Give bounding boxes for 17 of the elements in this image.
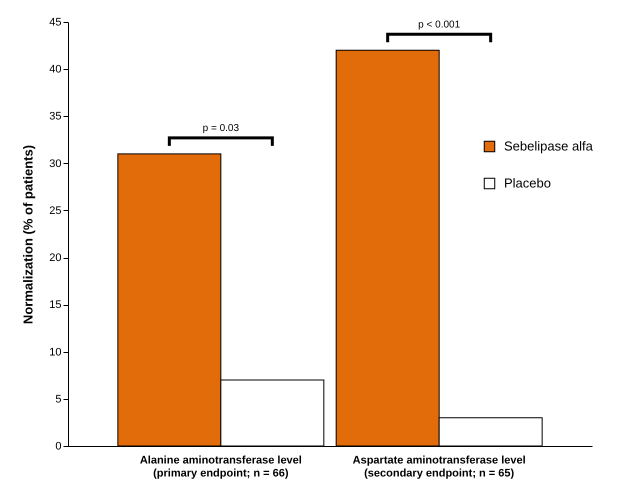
y-tick-label: 5 (55, 393, 62, 406)
annotation: p < 0.001 (418, 19, 461, 30)
legend-label: Sebelipase alfa (504, 138, 594, 154)
x-tick-label: Aspartate aminotransferase level (secondary endpoint; n = 65) (352, 454, 526, 480)
annotation: p = 0.03 (202, 122, 240, 134)
y-tick-label: 15 (49, 299, 62, 312)
y-tick-label: 40 (49, 64, 62, 76)
y-tick-label: 20 (49, 252, 62, 264)
legend-label: Placebo (504, 176, 551, 190)
y-tick-label: 0 (55, 440, 62, 452)
y-tick-label: 45 (49, 16, 62, 28)
x-tick-label: Alanine aminotransferase level (primary endpoint; n = 66) (140, 454, 302, 480)
y-tick-label: 10 (49, 346, 62, 358)
y-tick-label: 35 (49, 110, 62, 123)
y-tick-label: 25 (49, 204, 62, 217)
y-tick-label: 30 (49, 158, 62, 170)
y-axis-title: Normalization (% of patients) (20, 144, 36, 324)
